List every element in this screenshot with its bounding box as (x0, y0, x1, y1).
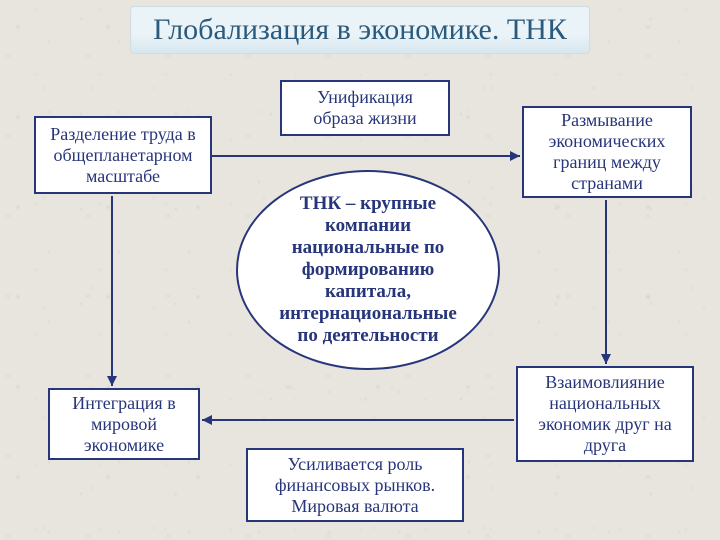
node-top-text: Унификация образа жизни (290, 87, 440, 129)
node-bottom-left: Интеграция в мировой экономике (48, 388, 200, 460)
node-bottom: Усиливается роль финансовых рынков. Миро… (246, 448, 464, 522)
node-top-left-text: Разделение труда в общепланетарном масшт… (44, 124, 202, 187)
node-bottom-right-text: Взаимовлияние национальных экономик друг… (526, 372, 684, 456)
title-text: Глобализация в экономике. ТНК (153, 13, 567, 46)
center-text: ТНК – крупные компании национальные по ф… (268, 193, 468, 347)
page-title: Глобализация в экономике. ТНК (130, 6, 590, 54)
center-ellipse: ТНК – крупные компании национальные по ф… (236, 170, 500, 370)
node-bottom-right: Взаимовлияние национальных экономик друг… (516, 366, 694, 462)
node-bottom-text: Усиливается роль финансовых рынков. Миро… (256, 454, 454, 517)
node-top-right: Размывание экономических границ между ст… (522, 106, 692, 198)
node-top-left: Разделение труда в общепланетарном масшт… (34, 116, 212, 194)
node-top: Унификация образа жизни (280, 80, 450, 136)
node-bottom-left-text: Интеграция в мировой экономике (58, 393, 190, 456)
node-top-right-text: Размывание экономических границ между ст… (532, 110, 682, 194)
